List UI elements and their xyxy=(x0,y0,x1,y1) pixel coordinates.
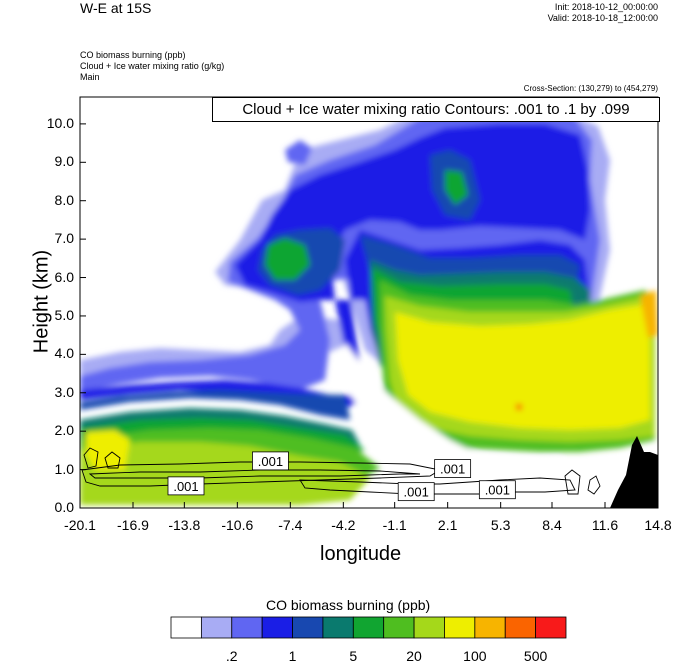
field-label-cloud: Cloud + Ice water mixing ratio (g/kg) xyxy=(80,61,225,71)
contour-line xyxy=(83,447,99,469)
y-tick-label: 1.0 xyxy=(54,460,74,477)
x-axis-label: longitude xyxy=(320,543,402,565)
cross-section-label: Cross-Section: (130,279) to (454,279) xyxy=(523,84,658,93)
x-tick-label: -20.1 xyxy=(64,517,96,533)
x-tick-label: -10.6 xyxy=(221,517,254,533)
colorbar-swatch xyxy=(383,616,415,639)
x-tick-label: -13.8 xyxy=(168,517,201,533)
co-level-10 xyxy=(640,290,658,338)
co-level-2b xyxy=(285,140,312,165)
y-tick-label: 5.0 xyxy=(54,306,74,323)
colorbar-swatch xyxy=(504,616,537,639)
contour-note: Cloud + Ice water mixing ratio Contours:… xyxy=(212,97,660,122)
co-level-4 xyxy=(80,390,350,420)
co-level-8b xyxy=(80,442,370,505)
colorbar-label: 100 xyxy=(463,648,487,664)
y-tick-label: 6.0 xyxy=(54,268,74,285)
contour-labels: .001 .001 .001 .001 .001 xyxy=(167,451,516,502)
colorbar-label: .2 xyxy=(225,648,238,664)
x-tick-label: -1.1 xyxy=(382,517,407,533)
colorbar xyxy=(170,616,567,639)
colorbar-swatch xyxy=(322,616,354,639)
colorbar-label: 1 xyxy=(288,648,297,664)
axis-ticks xyxy=(79,123,659,509)
contour-line xyxy=(299,477,576,495)
y-tick-label: 4.0 xyxy=(54,345,74,362)
co-level-9b xyxy=(86,430,130,470)
y-tick-label: 9.0 xyxy=(54,153,74,170)
valid-time: Valid: 2018-10-18_12:00:00 xyxy=(547,13,658,23)
contour-line xyxy=(104,451,121,469)
contour-label-box xyxy=(167,476,205,496)
y-tick-label: 8.0 xyxy=(54,191,74,208)
contour-line xyxy=(587,475,601,495)
clean-air-pocket xyxy=(415,425,440,460)
colorbar-swatch xyxy=(170,616,202,639)
co-level-11 xyxy=(516,404,522,410)
co-level-6c xyxy=(445,170,468,205)
x-tick-label: 8.4 xyxy=(542,517,562,533)
field-label-main: Main xyxy=(80,72,100,82)
y-tick-label: 10.0 xyxy=(46,114,74,131)
contour-label: .001 xyxy=(173,479,198,494)
colorbar-swatch xyxy=(413,616,445,639)
contour-line xyxy=(564,469,581,495)
contour-label-box xyxy=(397,482,435,502)
chart-title: W-E at 15S xyxy=(80,0,152,16)
x-tick-label: 14.8 xyxy=(644,517,672,533)
init-time: Init: 2018-10-12_00:00:00 xyxy=(554,2,658,12)
contour-label: .001 xyxy=(404,485,429,500)
x-tick-label: 5.3 xyxy=(490,517,511,533)
colorbar-swatch xyxy=(261,616,293,639)
colorbar-swatch xyxy=(200,616,233,639)
x-tick-label: -7.4 xyxy=(278,517,303,533)
colorbar-label: 20 xyxy=(406,648,422,664)
contour-label-box xyxy=(478,480,516,500)
y-tick-label: 2.0 xyxy=(54,422,74,439)
y-tick-label: 0.0 xyxy=(54,499,74,515)
contour-label: .001 xyxy=(440,462,465,477)
x-tick-label: -4.2 xyxy=(331,517,356,533)
clean-air-wedge xyxy=(345,342,560,508)
contour-label: .001 xyxy=(485,483,510,498)
field-label-co: CO biomass burning (ppb) xyxy=(80,50,186,60)
x-tick-label: 2.1 xyxy=(437,517,458,533)
x-tick-label: -16.9 xyxy=(117,517,149,533)
contour-line xyxy=(81,461,442,487)
co-level-6b xyxy=(265,238,310,280)
y-tick-label: 3.0 xyxy=(54,383,74,400)
colorbar-label: 5 xyxy=(349,648,358,664)
contour-line xyxy=(88,469,421,479)
colorbar-swatch xyxy=(231,616,263,639)
cloud-contours xyxy=(81,447,601,495)
co-field xyxy=(80,108,658,508)
contour-label: .001 xyxy=(258,454,283,469)
y-tick-label: 7.0 xyxy=(54,230,74,247)
contour-label-box xyxy=(252,451,289,471)
colorbar-swatch xyxy=(535,616,567,639)
colorbar-swatch xyxy=(352,616,385,639)
contour-label-box xyxy=(434,459,472,478)
colorbar-swatch xyxy=(292,616,324,639)
colorbar-label: 500 xyxy=(523,648,548,664)
co-level-9 xyxy=(395,304,650,430)
colorbar-swatch xyxy=(474,616,506,639)
colorbar-swatch xyxy=(444,616,476,639)
terrain xyxy=(610,436,658,508)
x-tick-label: 11.6 xyxy=(591,517,619,533)
colorbar-title: CO biomass burning (ppb) xyxy=(266,597,431,613)
